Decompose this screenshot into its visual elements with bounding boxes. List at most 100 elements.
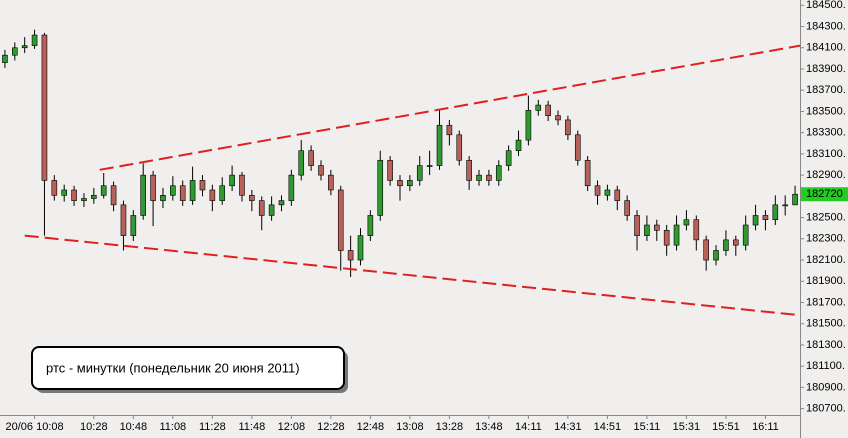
candle-body	[752, 215, 759, 226]
candle-body	[723, 239, 729, 251]
candle-body	[2, 54, 8, 63]
x-tick-label: 12:48	[357, 421, 385, 433]
x-tick-label: 14:51	[594, 421, 622, 433]
candle-body	[170, 185, 176, 196]
candle-body	[81, 198, 87, 201]
candle-body	[683, 219, 690, 226]
candle-body	[594, 185, 601, 196]
candle-body	[733, 239, 739, 246]
y-tick-label: 183700.	[806, 84, 846, 96]
candle-body	[426, 165, 433, 167]
candle-body	[130, 215, 137, 236]
candle-body	[278, 200, 285, 206]
candle-body	[555, 115, 561, 121]
candle-body	[545, 104, 551, 116]
candle-body	[51, 180, 58, 196]
candle-body	[61, 189, 67, 196]
candle-body	[446, 124, 453, 136]
trendline	[99, 44, 801, 171]
candle-body	[653, 224, 660, 231]
candle-body	[407, 180, 413, 187]
candle-body	[229, 174, 235, 187]
x-tick-label: 13:28	[436, 421, 464, 433]
candle-body	[792, 193, 798, 206]
y-tick-label: 183500.	[806, 105, 846, 117]
x-tick-label: 11:08	[159, 421, 186, 433]
x-tick-label: 10:28	[80, 421, 108, 433]
plot-area	[2, 29, 801, 317]
y-tick-label: 180900.	[806, 381, 846, 393]
candle-body	[713, 250, 719, 261]
y-tick-label: 184300.	[806, 20, 846, 32]
y-tick-label: 184500.	[806, 0, 846, 11]
last-price-label: 182720	[806, 188, 843, 200]
candle-body	[239, 174, 245, 196]
x-tick-label: 14:11	[515, 421, 542, 433]
candle-body	[742, 224, 749, 246]
annotation-box	[31, 346, 345, 390]
last-price-box	[801, 187, 848, 202]
x-tick-label: 15:31	[673, 421, 701, 433]
candle-body	[703, 239, 709, 261]
x-tick-label: 16:11	[752, 421, 779, 433]
x-tick-label: 13:08	[396, 421, 424, 433]
candle-body	[584, 159, 591, 187]
candle-body	[466, 159, 472, 181]
y-tick-label: 182500.	[806, 211, 846, 223]
x-tick-label: 20/06 10:08	[6, 421, 64, 433]
candle-body	[367, 215, 374, 236]
y-tick-label: 183300.	[806, 127, 846, 139]
candle-body	[268, 204, 275, 216]
candle-body	[12, 47, 18, 56]
candle-body	[249, 194, 255, 201]
candle-body	[436, 124, 443, 166]
y-tick-label: 181700.	[806, 296, 846, 308]
y-tick-label: 183900.	[806, 63, 846, 75]
candle-body	[100, 185, 107, 196]
candle-body	[160, 194, 166, 201]
candle-body	[456, 134, 463, 161]
candle-body	[41, 34, 48, 181]
candle-body	[357, 235, 364, 261]
y-tick-label: 181900.	[806, 275, 846, 287]
y-tick-label: 184100.	[806, 42, 846, 54]
candle-body	[505, 150, 512, 166]
candle-body	[219, 185, 226, 201]
candle-body	[624, 200, 630, 216]
candle-body	[663, 230, 670, 246]
x-tick-label: 13:48	[475, 421, 503, 433]
candle-body	[535, 104, 542, 111]
candle-body	[71, 189, 77, 201]
candle-body	[644, 224, 650, 236]
candle-body	[782, 204, 788, 207]
candle-body	[308, 150, 314, 166]
candle-body	[397, 180, 403, 187]
candle-body	[31, 34, 38, 46]
x-tick-label: 14:31	[554, 421, 582, 433]
candle-body	[614, 189, 621, 201]
candle-body	[574, 134, 581, 161]
candle-body	[604, 189, 611, 196]
y-tick-label: 181300.	[806, 339, 846, 351]
candle-body	[495, 165, 502, 181]
candle-body	[387, 159, 393, 181]
candle-body	[140, 174, 147, 216]
x-tick-label: 11:48	[238, 421, 265, 433]
candle-body	[21, 45, 28, 49]
y-tick-label: 182900.	[806, 169, 846, 181]
candle-body	[209, 189, 216, 201]
y-tick-label: 180700.	[806, 403, 846, 415]
candle-body	[347, 250, 354, 261]
candle-body	[486, 174, 492, 181]
y-tick-label: 183100.	[806, 148, 846, 160]
y-tick-label: 181500.	[806, 318, 846, 330]
trendline	[24, 234, 801, 317]
y-tick-label: 182300.	[806, 233, 846, 245]
x-tick-label: 15:51	[712, 421, 740, 433]
candle-body	[179, 185, 186, 201]
candle-body	[298, 150, 305, 176]
candle-body	[288, 174, 295, 201]
candle-body	[199, 180, 206, 191]
